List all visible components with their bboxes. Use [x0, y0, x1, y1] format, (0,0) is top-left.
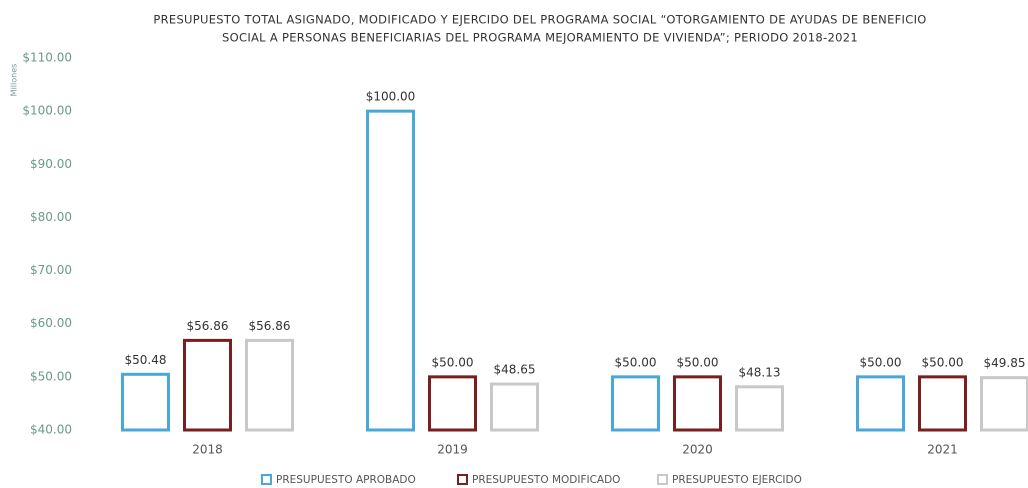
y-tick-label: $110.00: [22, 51, 72, 65]
legend-swatch: [261, 474, 272, 485]
bar: [428, 375, 477, 432]
bar: [245, 338, 294, 432]
data-label: $50.00: [677, 355, 719, 369]
y-tick-label: $80.00: [30, 210, 72, 224]
data-label: $48.65: [494, 363, 536, 377]
data-label: $50.48: [125, 353, 167, 367]
bar: [611, 375, 660, 432]
bar: [366, 109, 415, 432]
data-label: $50.00: [922, 355, 964, 369]
y-tick-label: $90.00: [30, 157, 72, 171]
data-label: $56.86: [249, 319, 291, 333]
bar: [673, 375, 722, 432]
y-tick-label: $50.00: [30, 369, 72, 383]
x-tick-label: 2018: [192, 443, 223, 457]
y-tick-label: $40.00: [30, 423, 72, 437]
x-tick-label: 2020: [682, 443, 713, 457]
legend-label: PRESUPUESTO MODIFICADO: [472, 474, 620, 486]
data-label: $49.85: [984, 356, 1026, 370]
y-tick-label: $70.00: [30, 263, 72, 277]
bar: [856, 375, 905, 432]
bar: [183, 338, 232, 432]
bar: [918, 375, 967, 432]
x-tick-label: 2019: [437, 443, 468, 457]
bar: [490, 382, 539, 432]
data-label: $48.13: [739, 365, 781, 379]
y-tick-label: $60.00: [30, 316, 72, 330]
legend-swatch: [457, 474, 468, 485]
y-axis-label: Millones: [10, 64, 19, 97]
bar: [735, 385, 784, 432]
data-label: $56.86: [187, 319, 229, 333]
legend-label: PRESUPUESTO APROBADO: [276, 474, 416, 486]
chart-title: PRESUPUESTO TOTAL ASIGNADO, MODIFICADO Y…: [153, 13, 926, 27]
data-label: $50.00: [860, 355, 902, 369]
data-label: $50.00: [615, 355, 657, 369]
bar: [980, 376, 1028, 432]
bar: [121, 372, 170, 432]
legend-label: PRESUPUESTO EJERCIDO: [672, 474, 802, 486]
chart-title: SOCIAL A PERSONAS BENEFICIARIAS DEL PROG…: [222, 31, 858, 45]
data-label: $50.00: [432, 355, 474, 369]
data-label: $100.00: [366, 90, 416, 104]
y-tick-label: $100.00: [22, 104, 72, 118]
legend-swatch: [657, 474, 668, 485]
x-tick-label: 2021: [927, 443, 958, 457]
